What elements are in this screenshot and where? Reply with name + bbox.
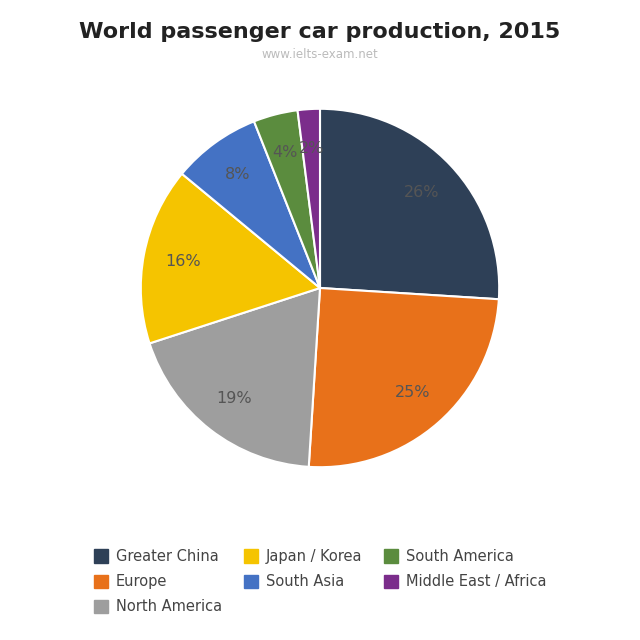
Text: 26%: 26%: [404, 185, 440, 200]
Wedge shape: [298, 109, 320, 288]
Text: www.ielts-exam.net: www.ielts-exam.net: [262, 48, 378, 61]
Text: 4%: 4%: [273, 145, 298, 160]
Wedge shape: [182, 122, 320, 288]
Text: 16%: 16%: [165, 254, 200, 269]
Text: 19%: 19%: [216, 391, 252, 406]
Wedge shape: [320, 109, 499, 300]
Legend: Greater China, Europe, North America, Japan / Korea, South Asia, South America, : Greater China, Europe, North America, Ja…: [86, 541, 554, 621]
Wedge shape: [141, 174, 320, 344]
Text: World passenger car production, 2015: World passenger car production, 2015: [79, 22, 561, 42]
Wedge shape: [150, 288, 320, 467]
Text: 2%: 2%: [298, 141, 324, 156]
Text: 8%: 8%: [225, 168, 251, 182]
Wedge shape: [254, 110, 320, 288]
Text: 25%: 25%: [395, 385, 430, 401]
Wedge shape: [308, 288, 499, 467]
